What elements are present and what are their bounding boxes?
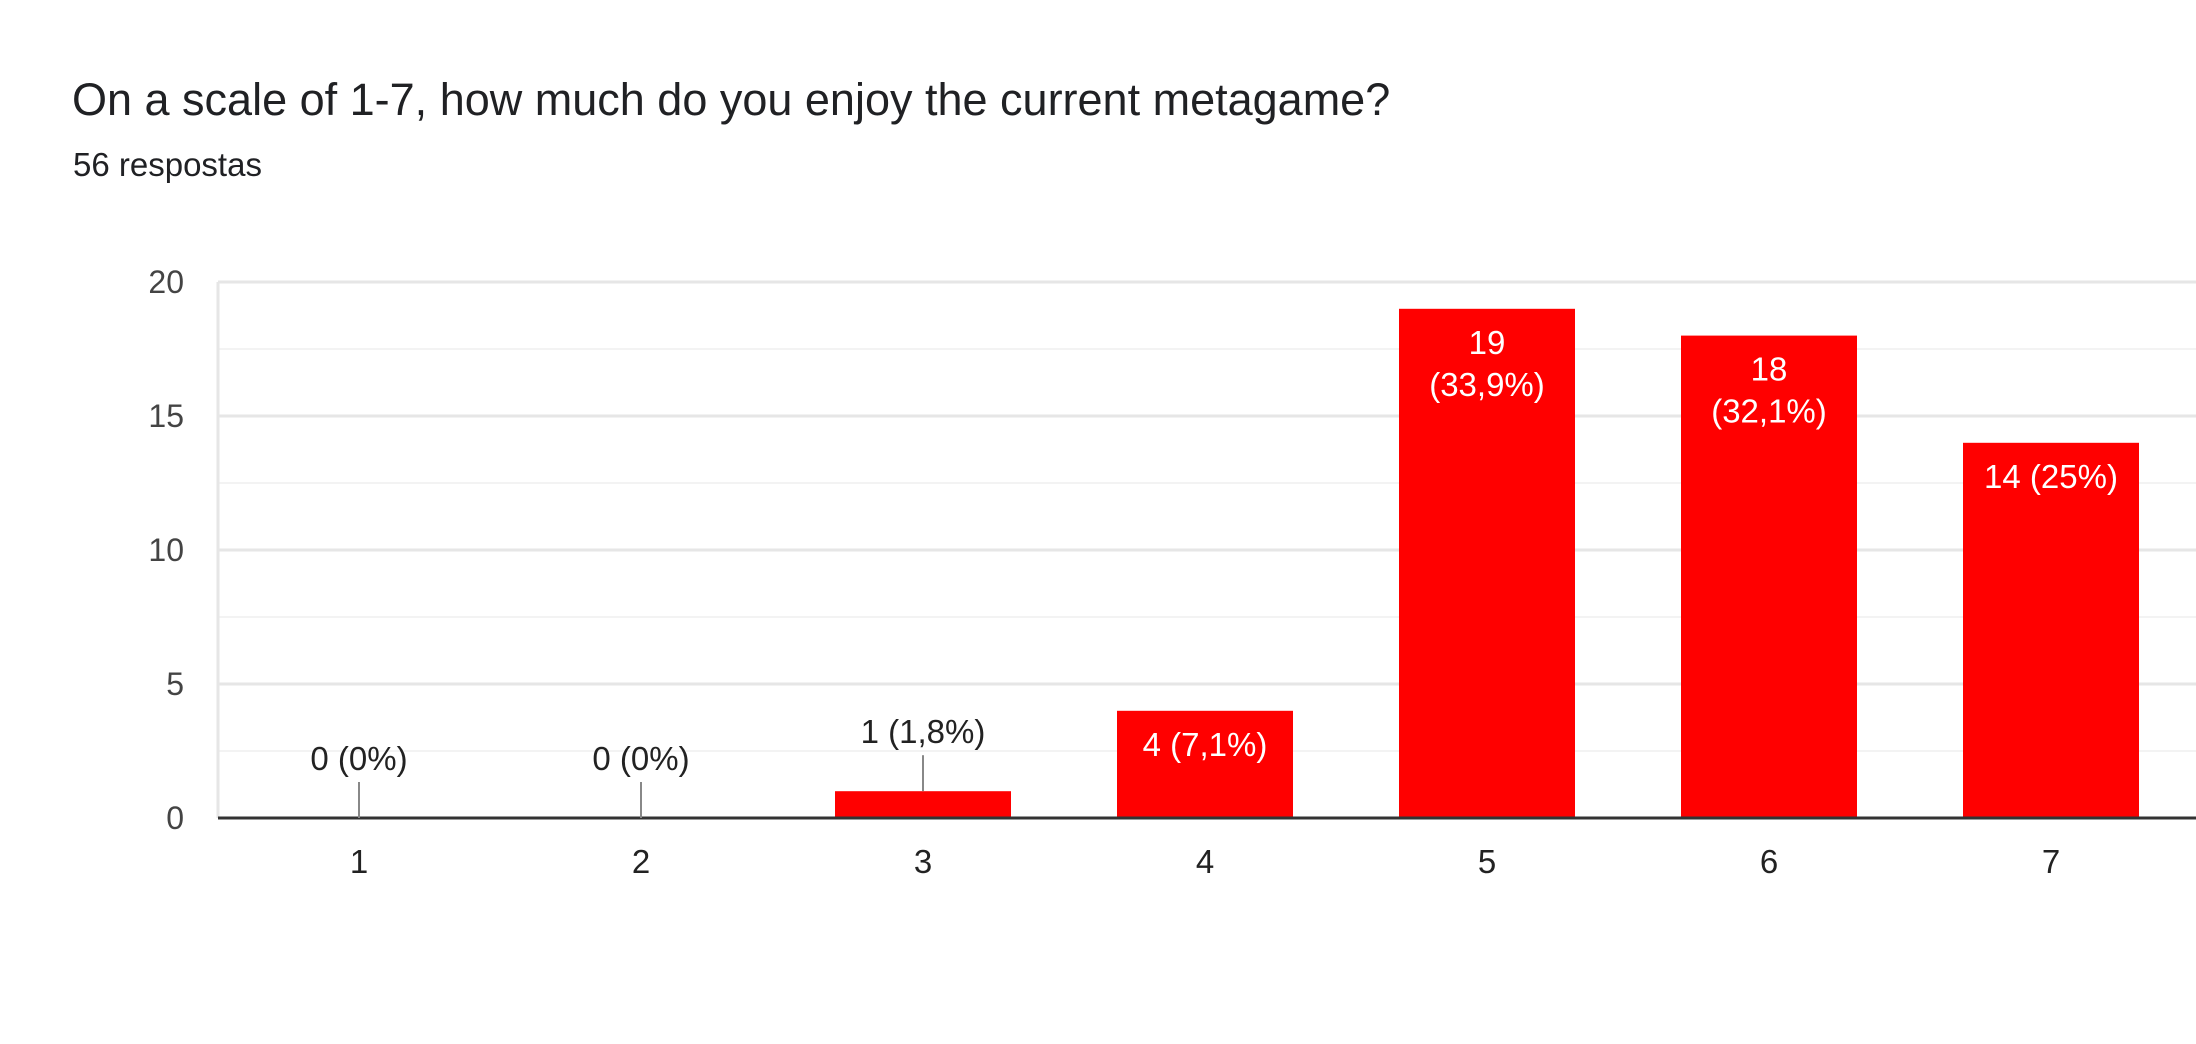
- response-count: 56 respostas: [73, 146, 262, 183]
- data-label-6: 18 (32,1%): [1711, 351, 1827, 430]
- data-label-layer: 0 (0%) 0 (0%) 1 (1,8%) 4 (7,1%) 19 (33,9%) 18(…: [310, 324, 2118, 818]
- data-label-5: 19 (33,9%): [1429, 324, 1545, 403]
- y-tick-label: 0: [166, 800, 184, 836]
- data-label-2: 0 (0%): [592, 740, 689, 777]
- y-tick-label: 20: [148, 264, 184, 300]
- grid-layer: [216, 280, 2196, 818]
- data-label-7: 14 (25%): [1984, 458, 2118, 495]
- y-tick-label: 15: [148, 398, 184, 434]
- x-tick-label: 7: [2042, 843, 2060, 880]
- bar-3: [835, 791, 1011, 818]
- data-label-4: 4 (7,1%): [1143, 726, 1268, 763]
- x-tick-label: 2: [632, 843, 650, 880]
- x-tick-label: 6: [1760, 843, 1778, 880]
- x-tick-label: 1: [350, 843, 368, 880]
- x-tick-label: 5: [1478, 843, 1496, 880]
- bar-6: [1681, 335, 1857, 818]
- bar-4: [1117, 710, 1293, 818]
- x-tick-label: 4: [1196, 843, 1214, 880]
- axis-layer: 0 5 10 15 20 1 2 3 4 5 6 7: [148, 264, 2196, 880]
- data-label-1: 0 (0%): [310, 740, 407, 777]
- y-tick-label: 10: [148, 532, 184, 568]
- chart-title: On a scale of 1-7, how much do you enjoy…: [72, 74, 1391, 125]
- y-tick-label: 5: [166, 666, 184, 702]
- data-label-3: 1 (1,8%): [861, 713, 986, 750]
- x-tick-label: 3: [914, 843, 932, 880]
- bar-5: [1399, 308, 1575, 818]
- bar-layer: [835, 308, 2139, 818]
- bar-7: [1963, 442, 2139, 818]
